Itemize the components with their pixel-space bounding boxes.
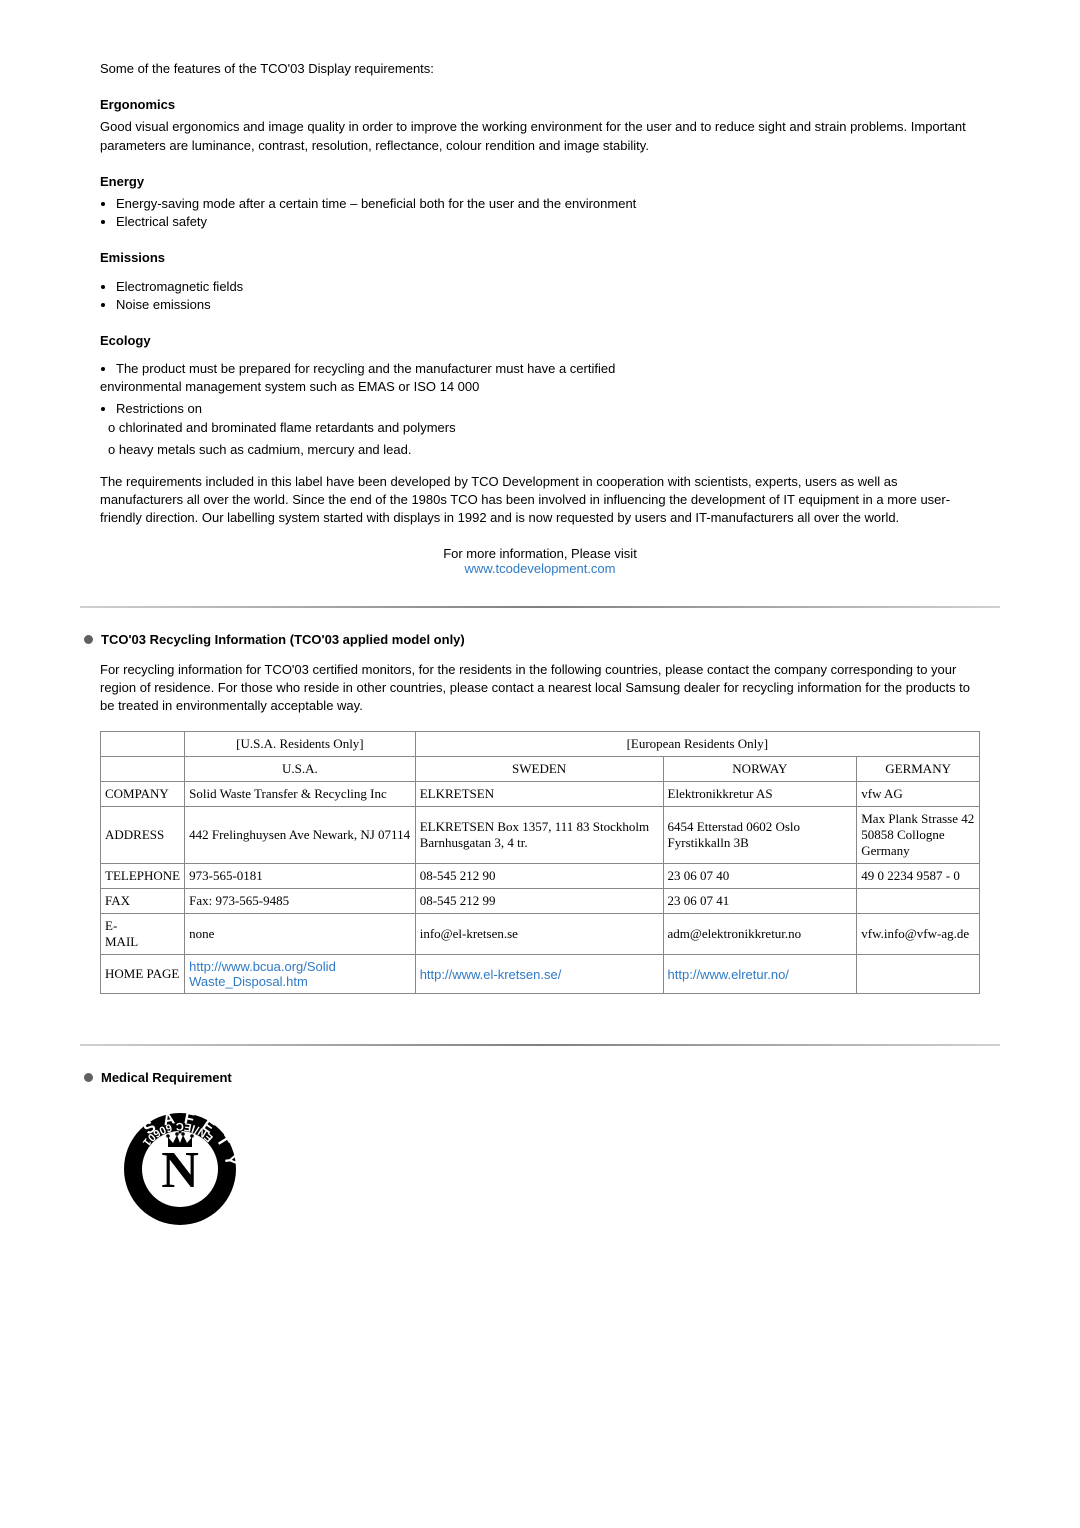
list-item: The product must be prepared for recycli… xyxy=(116,360,980,378)
more-info-block: For more information, Please visit www.t… xyxy=(100,546,980,576)
cell: 442 Frelinghuysen Ave Newark, NJ 07114 xyxy=(185,807,416,864)
table-row: HOME PAGE http://www.bcua.org/Solid Wast… xyxy=(101,955,980,994)
homepage-link-sweden[interactable]: http://www.el-kretsen.se/ xyxy=(415,955,663,994)
cell: 973-565-0181 xyxy=(185,864,416,889)
svg-text:N: N xyxy=(161,1142,199,1199)
intro-text: Some of the features of the TCO'03 Displ… xyxy=(100,60,980,78)
bullet-icon xyxy=(84,635,93,644)
medical-heading-text: Medical Requirement xyxy=(101,1070,232,1085)
cell: ELKRETSEN xyxy=(415,782,663,807)
cell: vfw AG xyxy=(857,782,980,807)
header-sweden: SWEDEN xyxy=(415,757,663,782)
homepage-link-norway[interactable]: http://www.elretur.no/ xyxy=(663,955,857,994)
row-label-company: COMPANY xyxy=(101,782,185,807)
list-item: Restrictions on xyxy=(116,400,980,418)
energy-heading: Energy xyxy=(100,173,980,191)
table-row: TELEPHONE 973-565-0181 08-545 212 90 23 … xyxy=(101,864,980,889)
cell: 49 0 2234 9587 - 0 xyxy=(857,864,980,889)
ecology-item-cont: environmental management system such as … xyxy=(100,378,980,396)
recycling-heading-text: TCO'03 Recycling Information (TCO'03 app… xyxy=(101,632,465,647)
table-row: ADDRESS 442 Frelinghuysen Ave Newark, NJ… xyxy=(101,807,980,864)
empty-cell xyxy=(101,757,185,782)
cell: Solid Waste Transfer & Recycling Inc xyxy=(185,782,416,807)
cell: Elektronikkretur AS xyxy=(663,782,857,807)
list-item: Noise emissions xyxy=(116,296,980,314)
header-us-residents: [U.S.A. Residents Only] xyxy=(185,732,416,757)
cell xyxy=(857,955,980,994)
header-usa: U.S.A. xyxy=(185,757,416,782)
divider xyxy=(80,606,1000,608)
closing-text: The requirements included in this label … xyxy=(100,473,980,528)
list-item: Electromagnetic fields xyxy=(116,278,980,296)
list-item: Electrical safety xyxy=(116,213,980,231)
ecology-list: The product must be prepared for recycli… xyxy=(104,360,980,378)
cell xyxy=(857,889,980,914)
table-row: [U.S.A. Residents Only] [European Reside… xyxy=(101,732,980,757)
cell: 6454 Etterstad 0602 Oslo Fyrstikkalln 3B xyxy=(663,807,857,864)
table-row: E- MAIL none info@el-kretsen.se adm@elek… xyxy=(101,914,980,955)
bullet-icon xyxy=(84,1073,93,1082)
cell: 08-545 212 90 xyxy=(415,864,663,889)
table-row: U.S.A. SWEDEN NORWAY GERMANY xyxy=(101,757,980,782)
row-label-address: ADDRESS xyxy=(101,807,185,864)
header-norway: NORWAY xyxy=(663,757,857,782)
medical-section-heading: Medical Requirement xyxy=(84,1070,1000,1085)
ecology-sub2: o heavy metals such as cadmium, mercury … xyxy=(108,441,980,459)
more-info-text: For more information, Please visit xyxy=(443,546,637,561)
table-row: COMPANY Solid Waste Transfer & Recycling… xyxy=(101,782,980,807)
cell: Max Plank Strasse 42 50858 Collogne Germ… xyxy=(857,807,980,864)
recycling-section-heading: TCO'03 Recycling Information (TCO'03 app… xyxy=(84,632,1000,647)
list-item: Energy-saving mode after a certain time … xyxy=(116,195,980,213)
ecology-sub1: o chlorinated and brominated flame retar… xyxy=(108,419,980,437)
ergonomics-text: Good visual ergonomics and image quality… xyxy=(100,118,980,154)
empty-cell xyxy=(101,732,185,757)
divider xyxy=(80,1044,1000,1046)
header-germany: GERMANY xyxy=(857,757,980,782)
cell: 08-545 212 99 xyxy=(415,889,663,914)
row-label-email: E- MAIL xyxy=(101,914,185,955)
recycling-text: For recycling information for TCO'03 cer… xyxy=(100,661,980,716)
table-row: FAX Fax: 973-565-9485 08-545 212 99 23 0… xyxy=(101,889,980,914)
cell: vfw.info@vfw-ag.de xyxy=(857,914,980,955)
row-label-homepage: HOME PAGE xyxy=(101,955,185,994)
recycling-table: [U.S.A. Residents Only] [European Reside… xyxy=(100,731,980,994)
energy-list: Energy-saving mode after a certain time … xyxy=(104,195,980,231)
ergonomics-heading: Ergonomics xyxy=(100,96,980,114)
ecology-list-2: Restrictions on xyxy=(104,400,980,418)
cell: info@el-kretsen.se xyxy=(415,914,663,955)
emissions-heading: Emissions xyxy=(100,249,980,267)
cell: 23 06 07 40 xyxy=(663,864,857,889)
cell: adm@elektronikkretur.no xyxy=(663,914,857,955)
header-eu-residents: [European Residents Only] xyxy=(415,732,979,757)
row-label-telephone: TELEPHONE xyxy=(101,864,185,889)
cell: 23 06 07 41 xyxy=(663,889,857,914)
emissions-list: Electromagnetic fields Noise emissions xyxy=(104,278,980,314)
cell: Fax: 973-565-9485 xyxy=(185,889,416,914)
cell: ELKRETSEN Box 1357, 111 83 Stockholm Bar… xyxy=(415,807,663,864)
safety-logo: S A F E T Y EN/IEC 60601 N xyxy=(120,1109,1000,1232)
tco-link[interactable]: www.tcodevelopment.com xyxy=(464,561,615,576)
ecology-heading: Ecology xyxy=(100,332,980,350)
homepage-link-usa[interactable]: http://www.bcua.org/Solid Waste_Disposal… xyxy=(185,955,416,994)
row-label-fax: FAX xyxy=(101,889,185,914)
cell: none xyxy=(185,914,416,955)
